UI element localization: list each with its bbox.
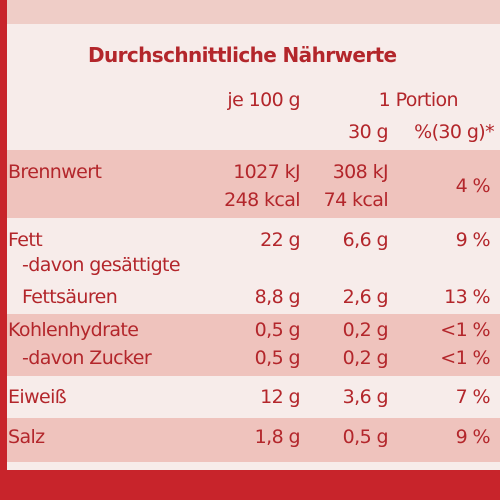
per-portion: 2,6 g [342, 286, 389, 308]
title: Durchschnittliche Nährwerte [88, 43, 397, 67]
per-100g: 0,5 g [254, 319, 301, 341]
band [0, 150, 500, 218]
percent-ri: 9 % [455, 426, 491, 448]
row-label: -davon Zucker [22, 347, 152, 369]
per-100g: 1027 kJ [233, 161, 300, 183]
column-header: %(30 g)* [414, 121, 494, 143]
per-100g: 0,5 g [254, 347, 301, 369]
percent-ri: <1 % [440, 319, 490, 341]
percent-ri: <1 % [440, 347, 490, 369]
percent-ri: 4 % [455, 175, 491, 197]
column-header: je 100 g [227, 89, 300, 111]
per-100g: 1,8 g [254, 426, 301, 448]
bottom-strip [0, 470, 500, 500]
row-label: Salz [8, 426, 45, 448]
band [0, 314, 500, 376]
per-portion: 74 kcal [323, 189, 389, 211]
percent-ri: 9 % [455, 229, 491, 251]
per-100g: 248 kcal [224, 189, 300, 211]
per-portion: 3,6 g [342, 386, 389, 408]
per-portion: 308 kJ [332, 161, 389, 183]
per-100g: 22 g [260, 229, 300, 251]
row-label: Eiweiß [8, 386, 67, 408]
per-portion: 0,2 g [342, 347, 389, 369]
column-header: 1 Portion [378, 89, 459, 111]
left-strip [0, 0, 7, 500]
per-100g: 8,8 g [254, 286, 301, 308]
band [0, 418, 500, 462]
row-label: Fett [8, 229, 43, 251]
band [0, 0, 500, 24]
percent-ri: 7 % [455, 386, 491, 408]
row-label: Brennwert [8, 161, 102, 183]
per-100g: 12 g [260, 386, 300, 408]
per-portion: 0,2 g [342, 319, 389, 341]
row-label: -davon gesättigte Fettsäuren [22, 254, 181, 308]
per-portion: 6,6 g [342, 229, 389, 251]
percent-ri: 13 % [444, 286, 490, 308]
per-portion: 0,5 g [342, 426, 389, 448]
column-header: 30 g [348, 121, 388, 143]
row-label: Kohlenhydrate [8, 319, 139, 341]
